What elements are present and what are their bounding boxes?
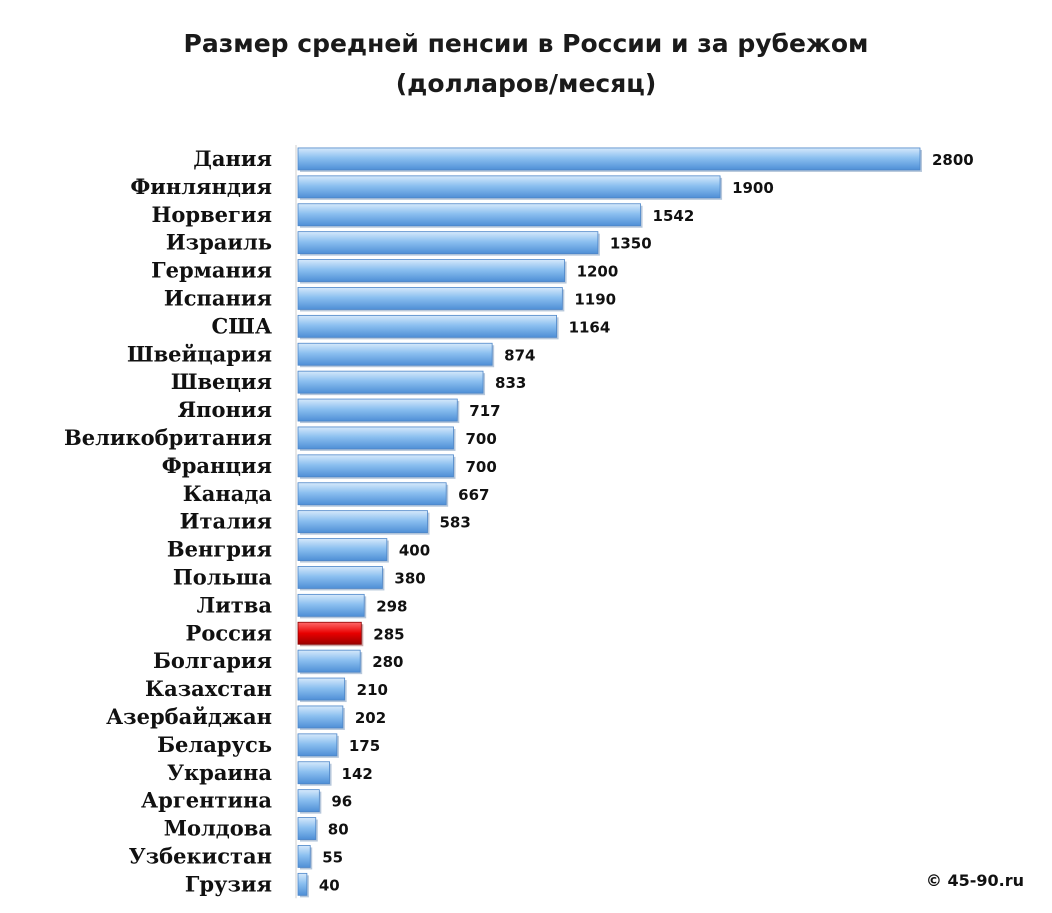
category-label: Финляндия xyxy=(130,174,272,199)
bar xyxy=(297,398,458,422)
value-label: 380 xyxy=(394,569,425,587)
bar xyxy=(297,845,311,868)
category-label: Израиль xyxy=(166,230,272,255)
bar xyxy=(297,649,361,673)
category-label: Норвегия xyxy=(152,202,272,227)
bar xyxy=(297,342,493,366)
value-label: 202 xyxy=(355,709,386,727)
bar xyxy=(297,593,365,617)
category-label: Грузия xyxy=(185,871,272,896)
value-label: 96 xyxy=(331,793,352,811)
value-label: 874 xyxy=(504,346,535,364)
bar xyxy=(297,733,338,757)
category-label: Молдова xyxy=(164,816,273,841)
value-label: 700 xyxy=(466,430,497,448)
category-label: Азербайджан xyxy=(106,704,272,729)
value-label: 80 xyxy=(328,821,349,839)
category-label: Швеция xyxy=(171,369,272,394)
bar xyxy=(297,566,383,589)
value-label: 1542 xyxy=(653,207,695,225)
value-label: 298 xyxy=(376,597,407,615)
value-label: 1350 xyxy=(610,235,652,253)
bar xyxy=(297,147,921,171)
value-label: 833 xyxy=(495,374,526,392)
category-label: Германия xyxy=(151,258,272,283)
value-label: 142 xyxy=(342,765,373,783)
value-label: 285 xyxy=(373,625,404,643)
category-label: Испания xyxy=(164,285,272,310)
category-label: Болгария xyxy=(153,648,272,673)
bar-highlight xyxy=(297,621,362,645)
category-label: Франция xyxy=(162,453,272,478)
chart-subtitle: (долларов/месяц) xyxy=(395,69,657,98)
bar xyxy=(297,817,317,840)
value-label: 583 xyxy=(440,514,471,532)
bar xyxy=(297,259,565,282)
value-label: 400 xyxy=(399,542,430,560)
bar xyxy=(297,370,484,394)
category-label: Швейцария xyxy=(127,341,272,366)
value-label: 667 xyxy=(458,486,489,504)
category-label: Казахстан xyxy=(145,676,272,701)
category-label: Канада xyxy=(183,481,273,506)
bar xyxy=(297,203,641,227)
value-label: 210 xyxy=(357,681,388,699)
bar xyxy=(297,287,563,310)
category-label: Аргентина xyxy=(141,788,272,813)
category-label: Дания xyxy=(193,146,272,171)
value-label: 2800 xyxy=(932,151,974,169)
chart-title: Размер средней пенсии в России и за рубе… xyxy=(183,29,869,58)
value-label: 1190 xyxy=(574,290,616,308)
bar xyxy=(297,705,344,729)
category-label: Польша xyxy=(173,564,272,589)
bar xyxy=(297,789,320,813)
value-label: 700 xyxy=(466,458,497,476)
category-label: Литва xyxy=(197,592,273,617)
copyright-credit: © 45-90.ru xyxy=(925,871,1024,890)
category-label: Узбекистан xyxy=(129,843,272,868)
value-label: 1900 xyxy=(732,179,774,197)
bar xyxy=(297,454,454,478)
category-label: Украина xyxy=(167,760,272,785)
bar xyxy=(297,510,428,534)
bar xyxy=(297,175,721,199)
bar xyxy=(297,538,388,561)
bar xyxy=(297,872,308,896)
category-label: Россия xyxy=(186,620,272,645)
category-label: Венгрия xyxy=(167,537,272,562)
bar xyxy=(297,677,346,701)
value-label: 175 xyxy=(349,737,380,755)
category-label: Япония xyxy=(178,397,272,422)
value-label: 1164 xyxy=(569,318,611,336)
category-label: Италия xyxy=(180,509,272,534)
value-label: 280 xyxy=(372,653,403,671)
bar xyxy=(297,482,447,506)
value-label: 40 xyxy=(319,876,340,894)
value-label: 55 xyxy=(322,848,343,866)
category-label: Беларусь xyxy=(157,732,272,757)
category-label: США xyxy=(212,313,272,338)
bar xyxy=(297,231,599,255)
bar xyxy=(297,426,454,450)
category-label: Великобритания xyxy=(64,425,272,450)
bar xyxy=(297,314,557,338)
bar xyxy=(297,761,330,785)
value-label: 1200 xyxy=(577,263,619,281)
value-label: 717 xyxy=(469,402,500,420)
